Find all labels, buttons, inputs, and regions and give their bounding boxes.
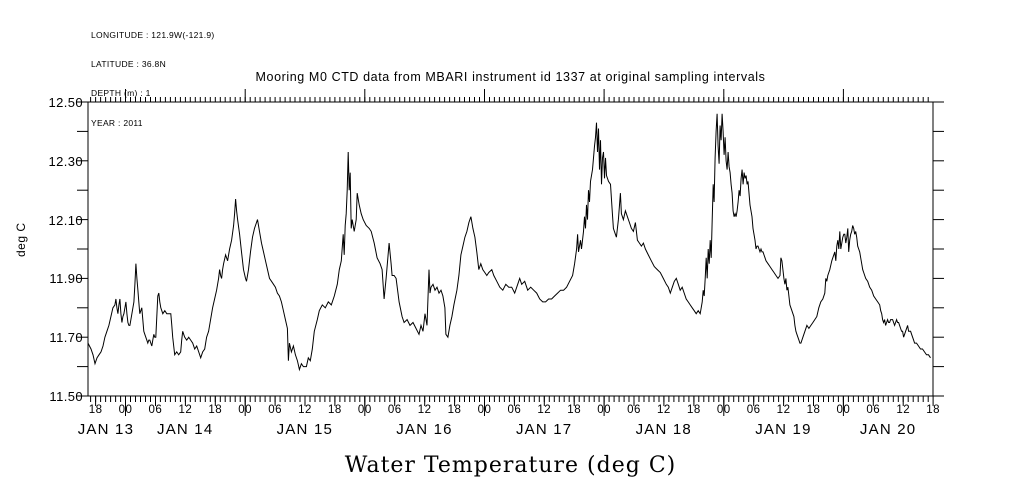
x-hour-tick-label: 00	[716, 404, 731, 416]
x-hour-tick-label: 00	[238, 404, 253, 416]
x-hour-tick-label: 18	[926, 404, 941, 416]
temperature-line-series	[87, 113, 931, 372]
x-hour-tick-label: 18	[686, 404, 701, 416]
x-hour-tick-label: 12	[776, 404, 791, 416]
chart-title: Mooring M0 CTD data from MBARI instrumen…	[255, 70, 766, 84]
x-hour-tick-label: 12	[657, 404, 671, 416]
y-tick-label: 12.10	[48, 212, 83, 228]
metadata-year: YEAR : 2011	[91, 117, 143, 128]
metadata-block: LONGITUDE : 121.9W(-121.9) LATITUDE : 36…	[91, 11, 215, 148]
x-date-label: JAN 16	[396, 421, 453, 438]
x-date-label: JAN 19	[755, 421, 812, 438]
axis-ticks	[77, 89, 944, 416]
x-date-label: JAN 13	[77, 421, 135, 438]
y-axis-title: deg C	[14, 222, 28, 257]
plot-frame	[87, 101, 934, 397]
x-hour-tick-label: 06	[866, 404, 881, 416]
y-tick-label: 11.50	[49, 389, 83, 404]
x-date-label: JAN 15	[276, 421, 334, 438]
x-hour-tick-label: 00	[836, 404, 851, 416]
x-hour-tick-label: 18	[806, 404, 821, 416]
metadata-latitude: LATITUDE : 36.8N	[91, 58, 167, 69]
x-date-label: JAN 18	[635, 421, 692, 438]
x-hour-tick-label: 00	[477, 404, 492, 416]
x-hour-tick-label: 12	[896, 404, 911, 416]
x-hour-tick-label: 18	[88, 404, 103, 416]
x-hour-tick-label: 18	[208, 404, 223, 416]
x-hour-tick-label: 18	[447, 404, 462, 416]
x-hour-tick-label: 06	[627, 404, 641, 416]
metadata-longitude: LONGITUDE : 121.9W(-121.9)	[91, 29, 215, 40]
y-tick-label: 11.90	[49, 271, 83, 287]
x-hour-tick-label: 18	[328, 404, 342, 416]
chart-bottom-title: Water Temperature (deg C)	[344, 453, 677, 478]
y-tick-label: 12.30	[48, 153, 83, 169]
x-hour-tick-label: 12	[298, 404, 312, 416]
x-hour-tick-label: 00	[597, 404, 611, 416]
x-hour-tick-label: 06	[746, 404, 761, 416]
x-date-label: JAN 14	[157, 421, 214, 438]
y-tick-label: 11.70	[49, 330, 83, 346]
metadata-depth: DEPTH (m) : 1	[91, 88, 151, 99]
y-tick-label: 12.50	[48, 95, 83, 110]
x-hour-tick-label: 12	[417, 404, 432, 416]
x-hour-tick-label: 12	[537, 404, 552, 416]
x-hour-tick-label: 00	[357, 404, 372, 416]
x-hour-tick-label: 18	[567, 404, 582, 416]
x-date-label: JAN 17	[515, 421, 573, 438]
x-hour-tick-label: 00	[118, 404, 133, 416]
x-hour-tick-label: 06	[387, 404, 402, 416]
x-hour-tick-label: 06	[148, 404, 163, 416]
x-date-label: JAN 20	[859, 421, 917, 438]
x-hour-tick-label: 06	[268, 404, 282, 416]
x-hour-tick-label: 12	[178, 404, 193, 416]
x-hour-tick-label: 06	[507, 404, 522, 416]
